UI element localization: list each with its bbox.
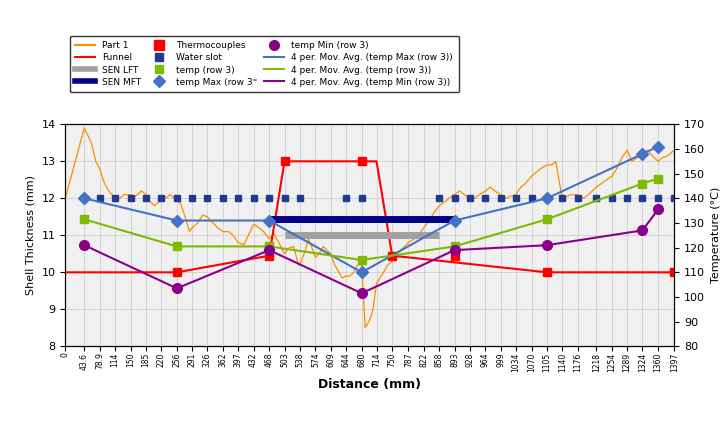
- Y-axis label: Temperature (°C): Temperature (°C): [710, 187, 721, 283]
- Y-axis label: Shell Thickness (mm): Shell Thickness (mm): [26, 175, 36, 295]
- X-axis label: Distance (mm): Distance (mm): [318, 377, 421, 391]
- Legend: Part 1, Funnel, SEN LFT, SEN MFT, Thermocouples, Water slot, temp (row 3), temp : Part 1, Funnel, SEN LFT, SEN MFT, Thermo…: [70, 36, 458, 92]
